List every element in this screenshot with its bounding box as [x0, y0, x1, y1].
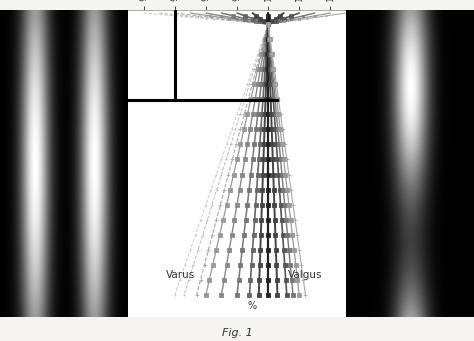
Text: Fig. 1: Fig. 1	[222, 328, 252, 338]
Text: Valgus: Valgus	[288, 270, 323, 280]
Text: %: %	[248, 301, 257, 311]
Text: Varus: Varus	[166, 270, 196, 280]
